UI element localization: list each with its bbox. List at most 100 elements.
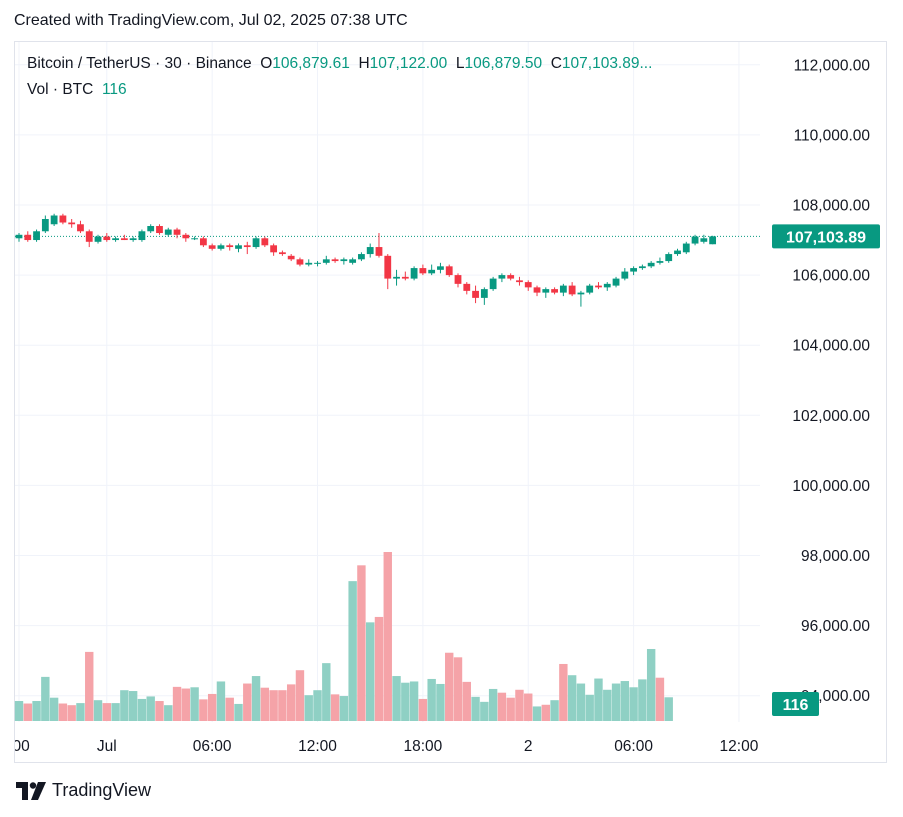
volume-bar [164, 705, 173, 721]
volume-bar [392, 676, 401, 721]
candle-body [85, 231, 93, 242]
volume-bar [532, 706, 542, 721]
chart-frame [14, 41, 887, 763]
candle-body [489, 278, 497, 290]
volume-bar [603, 689, 612, 721]
candle-body [630, 268, 637, 272]
candle-body [68, 222, 76, 225]
candle-body [682, 243, 690, 253]
time-tick-label: 18:00 [403, 738, 442, 755]
candle-body [419, 268, 427, 274]
volume-bar [23, 703, 32, 721]
last-price-badge-label: 107,103.89 [786, 229, 866, 246]
candle-body [691, 236, 699, 244]
candle-body [612, 278, 620, 286]
volume-bar [436, 683, 445, 721]
volume-bar [172, 686, 182, 721]
candle-body [164, 229, 172, 235]
candle-body [296, 259, 304, 265]
candle-body [665, 254, 673, 262]
volume-bar [655, 677, 665, 721]
price-tick-label: 110,000.00 [794, 127, 871, 144]
close-label: C [550, 55, 562, 72]
candle-body [340, 259, 348, 262]
candle-body [437, 266, 444, 270]
volume-bar [524, 693, 533, 721]
volume-bar [286, 684, 296, 721]
volume-bar [374, 616, 384, 721]
last-volume-badge [772, 692, 819, 716]
candle-body [472, 290, 479, 298]
candle-body [542, 289, 550, 293]
volume-bar [225, 697, 234, 721]
volume-bar [559, 663, 568, 721]
candle-body [77, 224, 84, 232]
time-axis[interactable]: :00 Jul 06:00 12:00 18:00 2 06:00 12:00 [8, 738, 759, 755]
candle-body [252, 238, 260, 248]
price-tick-label: 102,000.00 [792, 408, 870, 425]
candle-body [287, 255, 295, 260]
price-tick-label: 104,000.00 [792, 338, 870, 355]
price-tick-label: 98,000.00 [801, 548, 870, 565]
candle-body [480, 289, 488, 298]
volume-bar [506, 697, 515, 721]
last-volume-badge-label: 116 [783, 697, 809, 714]
symbol-title[interactable]: Bitcoin / TetherUS · 30 · Binance [27, 55, 252, 72]
price-tick-label: 96,000.00 [801, 618, 870, 635]
price-tick-label: 108,000.00 [792, 197, 870, 214]
candle-body [33, 231, 40, 241]
low-label: L [455, 55, 465, 72]
axis-badges: 107,103.89 116 [772, 224, 880, 716]
volume-bar [322, 663, 331, 721]
candle-body [674, 250, 681, 255]
candle-body [314, 262, 321, 264]
volume-bar [313, 690, 322, 721]
tradingview-logo-icon [16, 781, 46, 800]
volume-bar [111, 703, 120, 721]
volume-bar [620, 681, 630, 721]
candle-body [208, 245, 216, 249]
candle-body [270, 245, 278, 253]
candle-body [191, 238, 198, 240]
volume-bar [137, 698, 147, 721]
volume-bar [515, 689, 524, 721]
candle-body [410, 268, 418, 279]
time-tick-label: 12:00 [298, 738, 337, 755]
volume-bar [664, 697, 673, 721]
candle-body [516, 280, 523, 283]
candle-body [305, 262, 313, 265]
volume-bar [567, 675, 577, 721]
candle-body [507, 275, 515, 279]
candle-body [138, 231, 146, 241]
time-tick-label: :00 [8, 738, 30, 755]
volume-bar [155, 701, 164, 721]
volume-value: 116 [101, 81, 127, 98]
close-value: 107,103.89... [561, 55, 653, 72]
volume-bar [576, 683, 586, 721]
volume-bar [278, 690, 287, 721]
volume-bar [409, 681, 419, 721]
volume-bar [146, 696, 155, 721]
volume-bar [445, 652, 454, 721]
volume-bar [199, 699, 208, 721]
time-tick-label: Jul [97, 738, 117, 755]
candle-body [401, 276, 409, 279]
candle-body [568, 285, 576, 295]
candles [15, 213, 717, 307]
candle-body [375, 247, 383, 256]
volume-label[interactable]: Vol · BTC [27, 81, 94, 98]
tradingview-footer[interactable]: TradingView [16, 780, 151, 801]
candle-body [156, 226, 163, 234]
time-tick-label: 2 [524, 738, 533, 755]
volume-bar [190, 687, 199, 721]
candle-body [463, 283, 471, 291]
price-axis[interactable]: 112,000.00 110,000.00 108,000.00 106,000.00… [792, 57, 870, 705]
volume-bar [49, 697, 59, 721]
candle-body [595, 285, 602, 288]
candle-body [243, 245, 251, 248]
candle-body [120, 238, 128, 241]
candle-body [647, 262, 655, 267]
candle-body [638, 266, 646, 269]
price-tick-label: 112,000.00 [794, 57, 871, 74]
